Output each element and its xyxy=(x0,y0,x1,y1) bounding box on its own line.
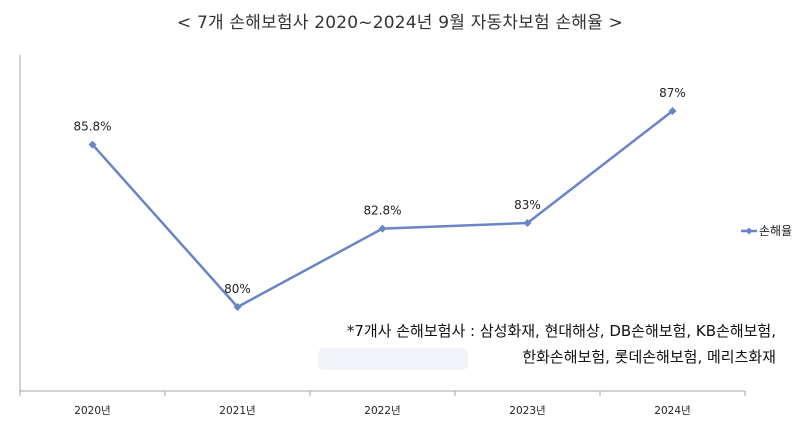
footnote-line-1: *7개사 손해보험사 : 삼성화재, 현대해상, DB손해보험, KB손해보험, xyxy=(346,322,776,340)
data-label: 87% xyxy=(659,86,686,100)
x-tick-label: 2023년 xyxy=(509,405,545,417)
data-point xyxy=(233,303,242,311)
legend-label: 손해율 xyxy=(759,224,792,238)
chart-title: < 7개 손해보험사 2020~2024년 9월 자동차보험 손해율 > xyxy=(176,13,624,33)
legend: 손해율 xyxy=(741,224,792,238)
data-point xyxy=(378,224,387,233)
chart-axes xyxy=(19,55,745,392)
data-point xyxy=(668,107,677,115)
data-point xyxy=(88,140,97,149)
x-tick-label: 2020년 xyxy=(74,405,110,417)
data-label: 80% xyxy=(224,282,251,296)
x-tick-label: 2024년 xyxy=(654,405,690,417)
data-label: 83% xyxy=(514,198,541,212)
data-label: 85.8% xyxy=(73,120,111,134)
footnote-line-2: 한화손해보험, 롯데손해보험, 메리츠화재 xyxy=(522,348,776,366)
watermark-logo xyxy=(318,344,468,374)
x-axis-ticks: 2020년 2021년 2022년 2023년 2024년 xyxy=(19,391,746,417)
x-tick-label: 2021년 xyxy=(219,405,255,417)
x-tick-label: 2022년 xyxy=(364,405,400,417)
legend-marker xyxy=(745,227,753,235)
chart-series: 85.8% 80% 82.8% 83% 87% xyxy=(73,86,686,311)
data-label: 82.8% xyxy=(363,204,401,218)
data-point xyxy=(523,219,532,227)
